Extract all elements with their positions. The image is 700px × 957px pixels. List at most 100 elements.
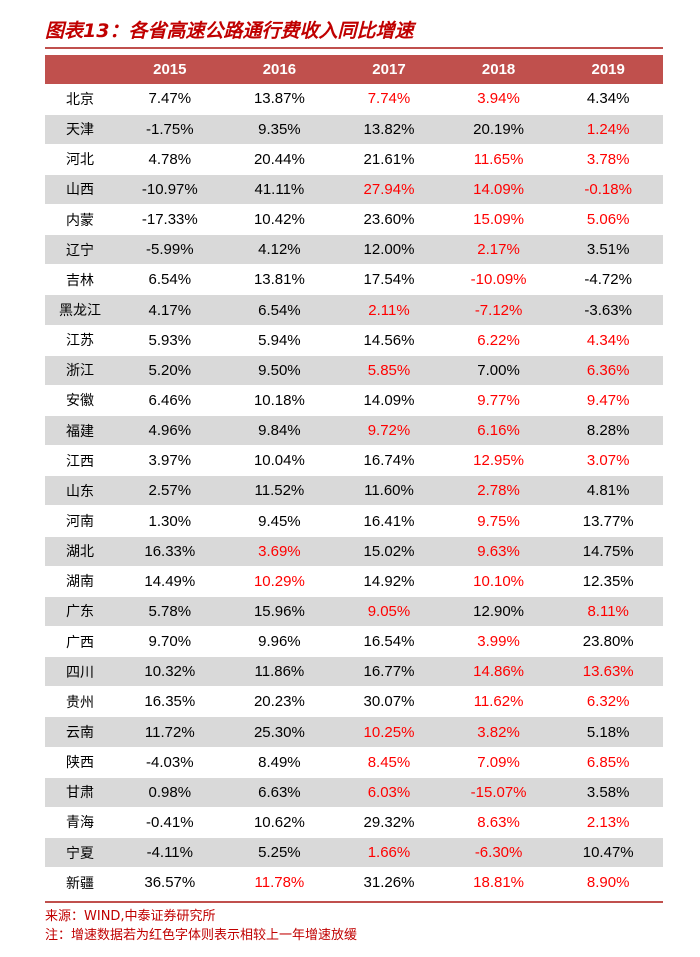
province-cell: 陕西 bbox=[45, 747, 115, 778]
header-cell-2019: 2019 bbox=[591, 61, 625, 78]
value-cell: 13.82% bbox=[334, 114, 444, 145]
table-row: 黑龙江 4.17% 6.54% 2.11% -7.12% -3.63% bbox=[45, 294, 663, 326]
province-cell: 福建 bbox=[45, 415, 115, 447]
table-row: 山东 2.57% 11.52% 11.60% 2.78% 4.81% bbox=[45, 475, 663, 507]
province-cell: 山西 bbox=[45, 174, 115, 206]
value-cell: 5.25% bbox=[224, 837, 335, 869]
header-cell-2017: 2017 bbox=[372, 61, 406, 78]
value-cell: 14.92% bbox=[334, 566, 444, 597]
value-cell: 5.85% bbox=[334, 355, 444, 386]
value-cell: 8.90% bbox=[553, 867, 663, 899]
value-cell: 7.00% bbox=[443, 355, 554, 386]
province-cell: 河南 bbox=[45, 505, 115, 537]
value-cell: 11.60% bbox=[334, 475, 444, 507]
value-cell: 10.29% bbox=[224, 566, 335, 597]
value-cell: 1.66% bbox=[334, 837, 444, 869]
table-row: 陕西 -4.03% 8.49% 8.45% 7.09% 6.85% bbox=[45, 747, 663, 778]
province-cell: 辽宁 bbox=[45, 234, 115, 266]
table-row: 北京 7.47% 13.87% 7.74% 3.94% 4.34% bbox=[45, 84, 663, 115]
table-row: 宁夏 -4.11% 5.25% 1.66% -6.30% 10.47% bbox=[45, 837, 663, 869]
value-cell: 11.86% bbox=[224, 656, 335, 688]
table-row: 吉林 6.54% 13.81% 17.54% -10.09% -4.72% bbox=[45, 264, 663, 296]
value-cell: -0.41% bbox=[115, 807, 225, 839]
value-cell: 10.10% bbox=[443, 566, 554, 597]
province-cell: 青海 bbox=[45, 807, 115, 839]
value-cell: 10.18% bbox=[224, 385, 335, 417]
table-row: 广西 9.70% 9.96% 16.54% 3.99% 23.80% bbox=[45, 626, 663, 658]
value-cell: 36.57% bbox=[115, 867, 225, 899]
table-row: 湖南 14.49% 10.29% 14.92% 10.10% 12.35% bbox=[45, 566, 663, 597]
value-cell: 3.07% bbox=[553, 445, 663, 477]
value-cell: 4.96% bbox=[115, 415, 225, 447]
value-cell: 14.09% bbox=[443, 174, 554, 206]
table-row: 贵州 16.35% 20.23% 30.07% 11.62% 6.32% bbox=[45, 686, 663, 718]
source-note: 来源：WIND,中泰证券研究所 bbox=[45, 909, 216, 924]
province-cell: 甘肃 bbox=[45, 777, 115, 808]
header-cell-2018: 2018 bbox=[481, 61, 516, 78]
province-cell: 吉林 bbox=[45, 264, 115, 296]
value-cell: 5.06% bbox=[553, 204, 663, 236]
value-cell: 9.72% bbox=[334, 415, 444, 447]
table-bottom-rule bbox=[45, 901, 663, 903]
province-cell: 贵州 bbox=[45, 686, 115, 718]
province-cell: 广西 bbox=[45, 626, 115, 658]
value-cell: 4.17% bbox=[115, 294, 225, 326]
province-cell: 云南 bbox=[45, 716, 115, 748]
value-cell: 16.35% bbox=[115, 686, 225, 718]
value-cell: 20.19% bbox=[443, 114, 554, 145]
value-cell: 0.98% bbox=[115, 777, 225, 808]
table-row: 河南 1.30% 9.45% 16.41% 9.75% 13.77% bbox=[45, 505, 663, 537]
value-cell: 16.54% bbox=[334, 626, 444, 658]
value-cell: 1.30% bbox=[115, 505, 225, 537]
value-cell: 3.82% bbox=[443, 716, 554, 748]
table-row: 天津 -1.75% 9.35% 13.82% 20.19% 1.24% bbox=[45, 114, 663, 145]
value-cell: -15.07% bbox=[443, 777, 554, 808]
table-row: 甘肃 0.98% 6.63% 6.03% -15.07% 3.58% bbox=[45, 777, 663, 808]
value-cell: 11.72% bbox=[115, 716, 225, 748]
province-cell: 广东 bbox=[45, 596, 115, 628]
value-cell: 10.04% bbox=[224, 445, 335, 477]
value-cell: 13.87% bbox=[224, 84, 335, 115]
value-cell: 4.34% bbox=[553, 84, 663, 115]
value-cell: 20.23% bbox=[224, 686, 335, 718]
value-cell: 13.77% bbox=[553, 505, 663, 537]
value-cell: 3.69% bbox=[224, 536, 335, 567]
value-cell: 9.84% bbox=[224, 415, 335, 447]
value-cell: 4.78% bbox=[115, 144, 225, 175]
value-cell: 3.99% bbox=[443, 626, 554, 658]
table-row: 山西 -10.97% 41.11% 27.94% 14.09% -0.18% bbox=[45, 174, 663, 206]
value-cell: 2.13% bbox=[553, 807, 663, 839]
value-cell: -3.63% bbox=[553, 294, 663, 326]
value-cell: 9.75% bbox=[443, 505, 554, 537]
value-cell: 5.78% bbox=[115, 596, 225, 628]
value-cell: 15.09% bbox=[443, 204, 554, 236]
value-cell: 2.11% bbox=[334, 294, 444, 326]
value-cell: 7.47% bbox=[115, 84, 225, 115]
province-cell: 内蒙 bbox=[45, 204, 115, 236]
value-cell: 3.51% bbox=[553, 234, 663, 266]
remark-note: 注：增速数据若为红色字体则表示相较上一年增速放缓 bbox=[45, 928, 358, 943]
value-cell: 10.32% bbox=[115, 656, 225, 688]
value-cell: 4.81% bbox=[553, 475, 663, 507]
value-cell: 15.02% bbox=[334, 536, 444, 567]
value-cell: 8.49% bbox=[224, 747, 335, 778]
value-cell: 6.32% bbox=[553, 686, 663, 718]
value-cell: 10.42% bbox=[224, 204, 335, 236]
value-cell: 8.28% bbox=[553, 415, 663, 447]
value-cell: 2.17% bbox=[443, 234, 554, 266]
value-cell: 20.44% bbox=[224, 144, 335, 175]
value-cell: 14.75% bbox=[553, 536, 663, 567]
value-cell: 14.86% bbox=[443, 656, 554, 688]
province-cell: 宁夏 bbox=[45, 837, 115, 869]
value-cell: 3.58% bbox=[553, 777, 663, 808]
value-cell: 6.54% bbox=[224, 294, 335, 326]
value-cell: 9.77% bbox=[443, 385, 554, 417]
value-cell: 12.35% bbox=[553, 566, 663, 597]
table-row: 青海 -0.41% 10.62% 29.32% 8.63% 2.13% bbox=[45, 807, 663, 839]
header-cell-2016: 2016 bbox=[262, 61, 297, 78]
value-cell: 27.94% bbox=[334, 174, 444, 206]
value-cell: 4.34% bbox=[553, 325, 663, 356]
value-cell: -0.18% bbox=[553, 174, 663, 206]
growth-table-container: 2015 2016 2017 2018 2019 北京 7.47% 13.87% 7.… bbox=[45, 55, 663, 899]
value-cell: 6.22% bbox=[443, 325, 554, 356]
